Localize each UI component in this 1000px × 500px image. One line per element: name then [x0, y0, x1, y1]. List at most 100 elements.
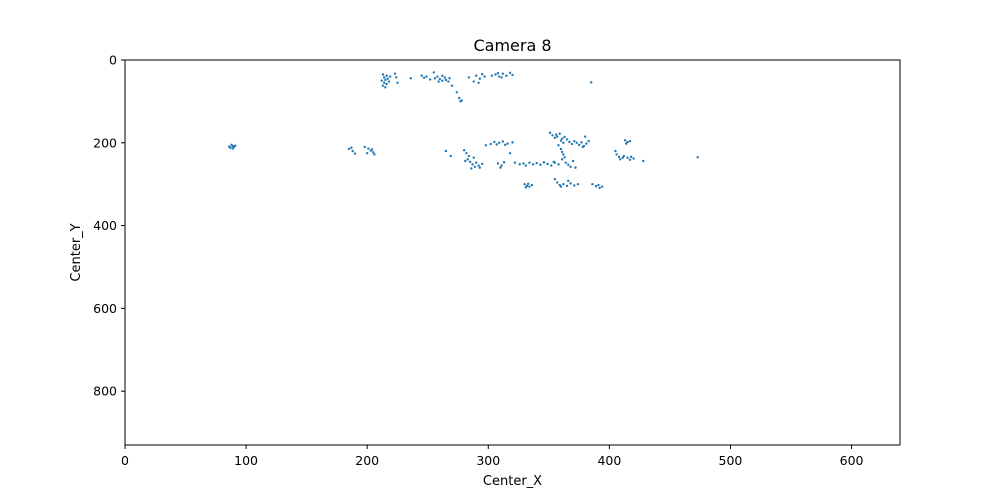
data-point	[560, 158, 564, 161]
data-point	[621, 156, 624, 159]
data-point	[470, 167, 473, 170]
data-point	[490, 74, 494, 77]
data-point	[389, 75, 392, 78]
data-point	[563, 156, 566, 159]
data-point	[478, 77, 481, 80]
data-point	[557, 163, 560, 166]
data-point	[563, 135, 566, 139]
data-point	[528, 161, 531, 164]
data-point	[542, 161, 546, 164]
y-tick-label: 800	[93, 384, 117, 399]
data-point	[484, 144, 488, 147]
data-point	[466, 158, 469, 161]
data-point	[351, 149, 354, 153]
data-point	[443, 76, 446, 79]
data-point	[511, 73, 514, 77]
data-point	[441, 74, 444, 77]
data-point	[527, 182, 530, 185]
plot-frame	[124, 59, 901, 446]
data-point	[393, 72, 397, 75]
data-point	[227, 145, 231, 148]
data-point	[570, 142, 574, 146]
data-point	[560, 150, 564, 154]
data-point	[557, 144, 560, 147]
data-point	[506, 142, 509, 145]
data-point	[433, 77, 437, 80]
data-point	[565, 184, 569, 188]
data-point	[508, 151, 512, 155]
data-point	[494, 73, 497, 76]
data-point	[481, 162, 484, 166]
data-points	[227, 71, 699, 190]
data-point	[353, 152, 357, 155]
data-point	[617, 155, 621, 159]
data-point	[465, 151, 468, 155]
data-point	[438, 77, 442, 81]
data-point	[576, 182, 580, 186]
data-point	[628, 158, 632, 161]
data-point	[395, 76, 398, 79]
data-point	[505, 74, 508, 77]
data-point	[539, 163, 542, 166]
data-point	[559, 139, 563, 142]
data-point	[448, 77, 451, 80]
data-point	[350, 146, 353, 149]
data-point	[381, 73, 385, 76]
data-point	[501, 140, 505, 143]
data-point	[500, 76, 503, 79]
data-point	[524, 186, 528, 189]
data-point	[385, 82, 388, 86]
data-point	[523, 182, 526, 186]
data-point	[472, 80, 475, 83]
data-point	[556, 181, 559, 184]
data-point	[590, 81, 593, 84]
data-point	[384, 86, 387, 89]
data-point	[409, 77, 412, 80]
data-point	[573, 184, 576, 187]
data-point	[385, 74, 388, 77]
data-point	[458, 96, 461, 100]
x-tick-label: 200	[355, 453, 379, 468]
data-point	[496, 72, 500, 75]
data-point	[554, 133, 558, 136]
data-point	[444, 149, 448, 153]
data-point	[428, 78, 432, 81]
data-point	[455, 91, 458, 94]
data-point	[562, 153, 565, 156]
data-point	[372, 151, 375, 154]
x-axis-ticks: 0 100 200 300 400 500 600	[121, 445, 864, 468]
data-point	[556, 135, 559, 138]
data-point	[483, 75, 486, 78]
data-point	[449, 154, 452, 158]
data-point	[580, 141, 583, 144]
data-point	[501, 72, 505, 75]
data-point	[381, 84, 385, 87]
data-point	[530, 183, 534, 187]
data-point	[396, 81, 399, 84]
data-point	[425, 75, 428, 78]
data-point	[477, 81, 480, 84]
data-point	[499, 166, 502, 169]
data-point	[384, 78, 387, 82]
data-point	[473, 165, 477, 169]
data-point	[569, 182, 572, 185]
data-point	[577, 143, 581, 147]
data-point	[567, 179, 570, 183]
data-point	[367, 147, 370, 150]
data-point	[386, 77, 389, 80]
y-tick-label: 200	[93, 135, 117, 150]
data-point	[382, 81, 386, 84]
data-point	[524, 164, 528, 167]
data-point	[497, 141, 501, 144]
data-point	[614, 149, 617, 153]
data-point	[552, 160, 555, 164]
data-point	[373, 153, 376, 156]
data-point	[535, 161, 538, 165]
data-point	[472, 156, 475, 159]
data-point	[598, 186, 601, 190]
data-point	[575, 141, 578, 144]
data-point	[502, 161, 506, 164]
data-point	[546, 162, 549, 166]
data-point	[565, 138, 569, 141]
